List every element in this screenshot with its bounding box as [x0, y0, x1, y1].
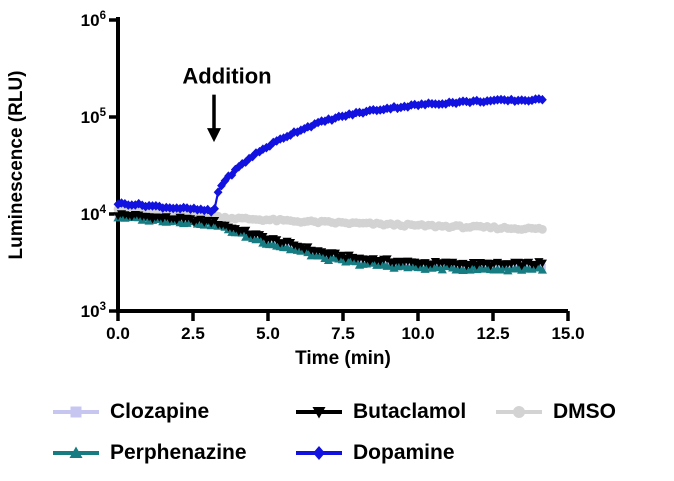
legend-label: DMSO — [553, 399, 616, 423]
axes: 103 104 105 106 0.0 2.5 5.0 7.5 10.0 12.5 15.0 — [81, 10, 585, 343]
y-axis-title: Luminescence (RLU) — [6, 71, 27, 260]
y-tick-label: 105 — [81, 107, 107, 127]
annotation: Addition — [182, 64, 272, 143]
triangle-up-marker-swatch — [53, 446, 99, 458]
x-tick-label: 2.5 — [181, 324, 205, 343]
square-marker-swatch — [53, 406, 99, 417]
annotation-label: Addition — [182, 64, 271, 89]
legend-item-perphenazine: Perphenazine — [52, 441, 295, 465]
annotation-arrow-head — [207, 128, 221, 143]
series-markers — [113, 203, 547, 234]
legend-item-butaclamol: Butaclamol — [295, 400, 495, 424]
x-axis-title: Time (min) — [295, 348, 391, 369]
legend-label: Dopamine — [353, 440, 455, 464]
legend-label: Butaclamol — [353, 399, 467, 423]
legend: Clozapine Butaclamol DMSO Perphenazine Dopam… — [52, 391, 674, 473]
y-tick-label: 106 — [81, 10, 106, 30]
legend-label: Clozapine — [110, 399, 210, 423]
series-dopamine — [113, 94, 547, 217]
diamond-marker-swatch — [296, 445, 342, 460]
triangle-down-marker-swatch — [296, 406, 342, 418]
x-tick-label: 0.0 — [106, 324, 130, 343]
series-dmso — [113, 203, 547, 234]
series-markers — [113, 94, 547, 217]
circle-marker-swatch — [496, 405, 542, 418]
x-tick-label: 7.5 — [331, 324, 355, 343]
series-butaclamol — [113, 210, 548, 271]
y-tick-label: 103 — [81, 301, 106, 321]
plot-area: 103 104 105 106 0.0 2.5 5.0 7.5 10.0 12.5 15.0 Time… — [6, 10, 585, 369]
legend-item-dmso: DMSO — [495, 400, 674, 424]
legend-item-dopamine: Dopamine — [295, 441, 495, 465]
legend-item-clozapine: Clozapine — [52, 400, 295, 424]
x-tick-label: 10.0 — [401, 324, 434, 343]
x-tick-label: 15.0 — [551, 324, 584, 343]
series-line — [117, 97, 543, 214]
y-tick-label: 104 — [81, 204, 107, 224]
x-tick-label: 12.5 — [476, 324, 509, 343]
x-tick-label: 5.0 — [256, 324, 280, 343]
legend-label: Perphenazine — [110, 440, 247, 464]
series-markers — [113, 210, 548, 271]
